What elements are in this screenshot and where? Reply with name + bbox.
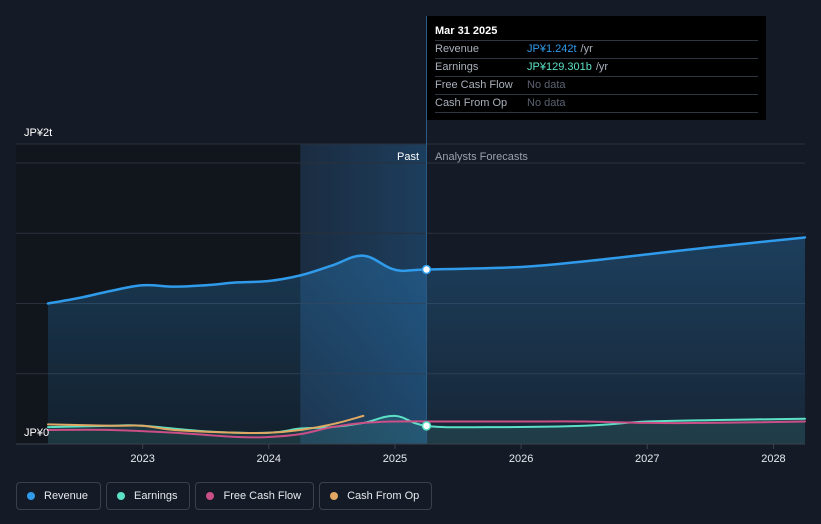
y-axis-top-label: JP¥2t bbox=[24, 127, 52, 139]
tooltip-label: Free Cash Flow bbox=[435, 79, 513, 91]
y-axis-bottom-label: JP¥0 bbox=[24, 427, 49, 439]
legend-item-cash-from-op[interactable]: Cash From Op bbox=[319, 482, 433, 510]
tooltip-value: JP¥129.301b bbox=[527, 61, 592, 73]
tooltip-unit: /yr bbox=[595, 61, 609, 73]
legend-label: Free Cash Flow bbox=[223, 490, 302, 502]
series-line-cash-from-op bbox=[47, 414, 365, 435]
legend-label: Revenue bbox=[44, 490, 89, 502]
marker-earnings bbox=[421, 421, 432, 431]
tooltip-panel: Mar 31 2025 Revenue JP¥1.242t /yr Earnin… bbox=[427, 16, 766, 120]
legend-label: Cash From Op bbox=[347, 490, 420, 502]
legend-item-free-cash-flow[interactable]: Free Cash Flow bbox=[195, 482, 315, 510]
x-axis: 2023 2024 2025 2026 2027 2028 bbox=[16, 443, 805, 465]
legend-item-earnings[interactable]: Earnings bbox=[106, 482, 191, 510]
x-tick-label: 2023 bbox=[130, 453, 154, 465]
marker-revenue bbox=[421, 264, 432, 275]
legend-dot-icon bbox=[330, 492, 339, 500]
x-tick-label: 2028 bbox=[761, 453, 785, 465]
legend-dot-icon bbox=[27, 492, 35, 500]
tooltip-row-free-cash-flow: Free Cash Flow No data bbox=[435, 77, 758, 95]
x-tick-label: 2024 bbox=[257, 453, 281, 465]
series-line-revenue bbox=[46, 236, 807, 305]
tooltip-value: No data bbox=[527, 97, 566, 109]
tooltip-unit: /yr bbox=[580, 43, 593, 55]
tooltip-row-cash-from-op: Cash From Op No data bbox=[435, 95, 758, 113]
tooltip-row-earnings: Earnings JP¥129.301b /yr bbox=[435, 59, 758, 77]
x-tick-label: 2025 bbox=[383, 453, 407, 465]
tooltip-row-revenue: Revenue JP¥1.242t /yr bbox=[435, 41, 758, 59]
tooltip-label: Earnings bbox=[435, 61, 479, 73]
forecast-label: Analysts Forecasts bbox=[435, 151, 528, 163]
past-label: Past bbox=[397, 151, 419, 163]
x-tick-label: 2027 bbox=[635, 453, 659, 465]
hover-markers bbox=[421, 264, 432, 431]
tooltip-label: Cash From Op bbox=[435, 97, 508, 109]
legend-dot-icon bbox=[117, 492, 126, 500]
x-tick-label: 2026 bbox=[509, 453, 533, 465]
tooltip-value: No data bbox=[527, 79, 566, 91]
legend-item-revenue[interactable]: Revenue bbox=[16, 482, 102, 510]
legend-label: Earnings bbox=[134, 490, 178, 502]
tooltip-label: Revenue bbox=[435, 43, 480, 55]
series-line-free-cash-flow bbox=[47, 420, 806, 439]
tooltip-date: Mar 31 2025 bbox=[435, 23, 758, 41]
legend: Revenue Earnings Free Cash Flow Cash Fro… bbox=[16, 482, 433, 510]
legend-dot-icon bbox=[206, 492, 215, 500]
tooltip-value: JP¥1.242t bbox=[527, 43, 577, 55]
